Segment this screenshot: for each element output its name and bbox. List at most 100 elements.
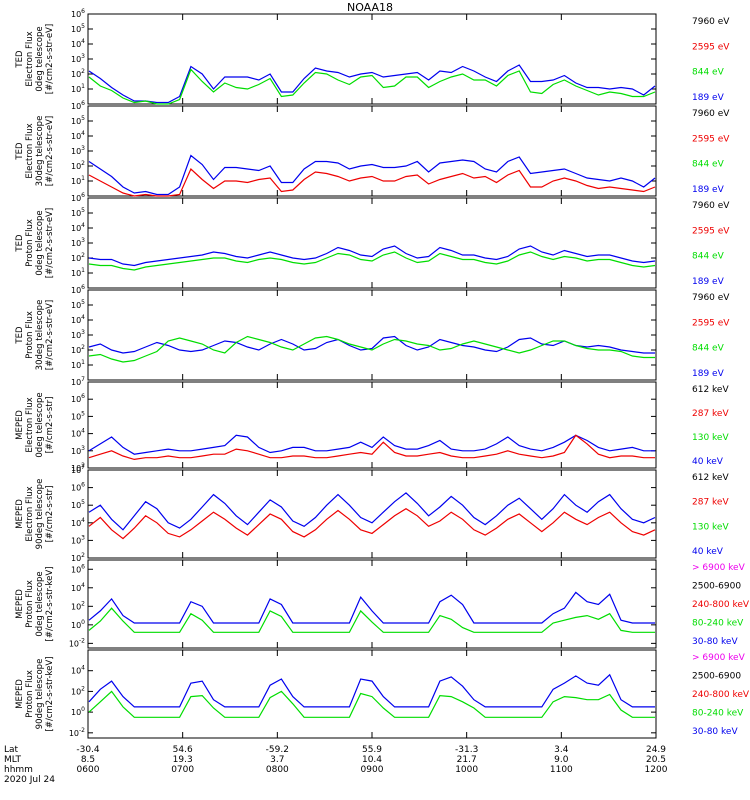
y-axis-label-line: 90deg telescope: [35, 659, 45, 730]
legend-entry: 844 eV: [692, 344, 725, 354]
lat-value: -30.4: [76, 745, 100, 755]
y-axis-label-line: Proton Flux: [25, 580, 35, 628]
y-axis-label-line: 0deg telescope: [35, 210, 45, 275]
legend-entry: 287 keV: [692, 409, 729, 419]
y-tick-label: 102: [71, 685, 85, 696]
legend-entry: 7960 eV: [692, 17, 730, 27]
legend-entry: 189 eV: [692, 185, 725, 195]
y-axis-label-line: 30deg telescope: [35, 116, 45, 187]
lat-value: 55.9: [362, 745, 382, 755]
legend-entry: 2500-6900: [692, 582, 741, 592]
hhmm-value: 0900: [361, 765, 384, 775]
series-line: [88, 64, 656, 104]
panel-frame: [87, 559, 657, 649]
legend-entry: > 6900 keV: [692, 563, 746, 573]
row-label-mlt: MLT: [4, 755, 22, 765]
y-tick-label: 104: [71, 222, 85, 233]
legend-entry: 130 keV: [692, 522, 729, 532]
y-tick-label: 104: [71, 582, 85, 593]
y-tick-label: 101: [71, 175, 85, 186]
panel-frame: [87, 289, 657, 381]
y-tick-label: 106: [71, 284, 85, 295]
row-label-lat: Lat: [4, 745, 19, 755]
y-tick-label: 102: [71, 600, 85, 611]
legend-entry: 189 eV: [692, 93, 725, 103]
y-axis-label-line: 0deg telescope: [35, 571, 45, 636]
mlt-value: 9.0: [554, 755, 569, 765]
panel-frame: [87, 105, 657, 197]
y-axis-label-line: Electron Flux: [25, 123, 35, 178]
series-line: [88, 68, 656, 105]
y-tick-label: 102: [71, 160, 85, 171]
y-tick-label: 104: [71, 38, 85, 49]
y-tick-label: 105: [71, 115, 85, 126]
legend-entry: 7960 eV: [692, 109, 730, 119]
y-tick-label: 105: [71, 499, 85, 510]
chart-title: NOAA18: [347, 1, 393, 14]
panel-5: 102 103 104 105 106 107 MEPED Electron Flux 0deg…: [15, 376, 729, 473]
series-line: [88, 607, 655, 633]
panel-frame: [87, 381, 657, 469]
y-tick-label: 104: [71, 665, 85, 676]
y-axis-label-line: Proton Flux: [25, 311, 35, 359]
y-tick-label: 101: [71, 83, 85, 94]
y-tick-label: 105: [71, 23, 85, 34]
y-tick-label: 104: [71, 517, 85, 528]
legend-entry: 2595 eV: [692, 134, 730, 144]
y-tick-label: 103: [71, 534, 85, 545]
y-tick-label: 104: [71, 314, 85, 325]
legend-entry: 2500-6900: [692, 672, 741, 682]
y-axis-label-line: Proton Flux: [25, 219, 35, 267]
series-line: [88, 251, 656, 271]
y-axis-label-line: Electron Flux: [25, 397, 35, 452]
y-tick-label: 104: [71, 428, 85, 439]
y-axis-label-line: [#/cm2-s-str-keV]: [45, 567, 55, 642]
y-tick-label: 103: [71, 145, 85, 156]
y-axis-label-line: MEPED: [15, 679, 25, 709]
panel-frame: [87, 197, 657, 289]
y-tick-label: 100: [71, 619, 85, 630]
mlt-value: 8.5: [81, 755, 95, 765]
hhmm-value: 1200: [645, 765, 668, 775]
legend-entry: 2595 eV: [692, 226, 730, 236]
series-line: [88, 690, 655, 718]
legend-entry: 80-240 keV: [692, 709, 744, 719]
panel-6: 102 103 104 105 106 107 MEPED Electron Flux 90de…: [15, 464, 729, 563]
panel-2: 101 102 103 104 105 106 TED Electron Flux 30deg …: [15, 100, 730, 197]
lat-value: 54.6: [173, 745, 193, 755]
y-tick-label: 102: [71, 344, 85, 355]
y-tick-label: 106: [71, 192, 85, 203]
panel-frame: [87, 649, 657, 739]
y-tick-label: 103: [71, 53, 85, 64]
mlt-value: 10.4: [362, 755, 382, 765]
y-tick-label: 107: [71, 464, 85, 475]
legend-entry: 844 eV: [692, 68, 725, 78]
y-axis-label-line: [#/cm2-s-str-keV]: [45, 657, 55, 732]
panel-7: 10-2 100 102 104 106 MEPED Proton Flux 0deg tel…: [15, 559, 750, 649]
panel-3: 101 102 103 104 105 106 TED Proton Flux 0deg tel…: [15, 192, 730, 289]
panel-frame: [87, 13, 657, 105]
legend-entry: > 6900 keV: [692, 653, 746, 663]
legend-entry: 189 eV: [692, 369, 725, 379]
y-axis-label-line: MEPED: [15, 499, 25, 529]
y-axis-label-line: TED: [15, 326, 25, 345]
lat-value: -31.3: [455, 745, 478, 755]
y-axis-label-line: MEPED: [15, 410, 25, 440]
y-axis-label-line: [#/cm2-s-str-eV]: [45, 24, 55, 94]
series-line: [88, 335, 655, 354]
row-label-date: 2020 Jul 24: [4, 775, 55, 785]
y-tick-label: 102: [71, 68, 85, 79]
legend-entry: 80-240 keV: [692, 619, 744, 629]
hhmm-value: 1100: [550, 765, 573, 775]
y-axis-label-line: [#/cm2-s-str]: [45, 486, 55, 543]
hhmm-value: 0600: [77, 765, 100, 775]
legend-entry: 612 keV: [692, 473, 729, 483]
legend-entry: 240-800 keV: [692, 690, 750, 700]
series-line: [88, 335, 655, 363]
y-tick-label: 106: [71, 563, 85, 574]
y-tick-label: 105: [71, 410, 85, 421]
legend-entry: 30-80 keV: [692, 637, 738, 647]
y-tick-label: 102: [71, 552, 85, 563]
